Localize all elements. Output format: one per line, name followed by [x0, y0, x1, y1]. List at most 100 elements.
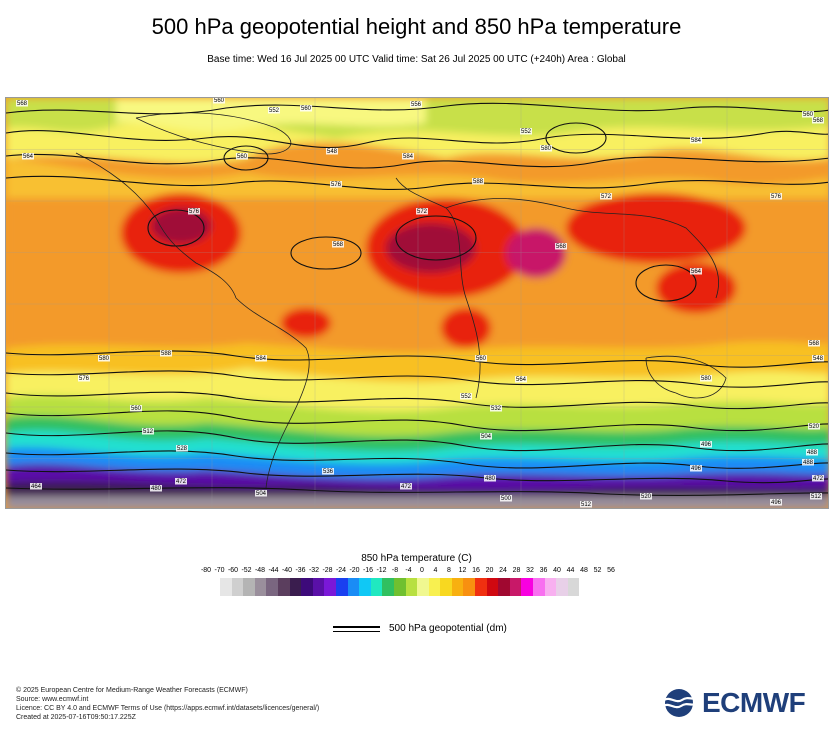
contour-label: 520 [809, 424, 820, 430]
contour-label: 500 [501, 496, 512, 502]
contour-label: 496 [691, 466, 702, 472]
contour-label-bg [580, 501, 592, 508]
contour-label-bg [802, 111, 814, 118]
contour-label: 512 [143, 429, 154, 435]
contour-label-bg [515, 376, 527, 383]
colorbar-swatch [220, 578, 232, 596]
contour-label-bg [268, 107, 280, 114]
contour-label-bg [22, 153, 34, 160]
created-line: Created at 2025-07-16T09:50:17.225Z [16, 714, 136, 721]
contour-label: 576 [189, 209, 200, 215]
contour-label-bg [175, 478, 187, 485]
contour-label: 560 [803, 112, 814, 118]
contour-label: 512 [811, 494, 822, 500]
contour-label-bg [490, 405, 502, 412]
contour-label-bg [160, 350, 172, 357]
contour-label: 588 [473, 179, 484, 185]
colorbar-swatch [370, 578, 383, 596]
colorbar-tick-label: -70 [214, 567, 225, 574]
contour-label: 576 [331, 182, 342, 188]
colorbar-swatch [428, 578, 441, 596]
colorbar-swatch [312, 578, 325, 596]
weather-map[interactable]: 568 560 552 560 556 560 548 552 568 560 564 576 584 5… [5, 97, 829, 509]
contour-label-bg [700, 441, 712, 448]
contour-label-bg [142, 428, 154, 435]
contour-label: 464 [31, 484, 42, 490]
colorbar-tick-label: 28 [512, 567, 521, 574]
colorbar-swatch [463, 578, 476, 596]
colorbar-swatch [301, 578, 313, 596]
contour-label: 584 [691, 138, 702, 144]
colorbar-swatch [347, 578, 360, 596]
colorbar-tick-label: 48 [580, 567, 588, 574]
contour-label: 576 [771, 194, 782, 200]
contour-label-bg [500, 495, 512, 502]
contour-label-bg [98, 355, 110, 362]
colorbar-tick-label: 56 [607, 567, 615, 574]
contour-label: 572 [601, 194, 612, 200]
licence-line: Licence: CC BY 4.0 and ECMWF Terms of Us… [16, 705, 320, 712]
colorbar-swatch [440, 578, 452, 596]
contour-label: 580 [701, 376, 712, 382]
colorbar-tick-label: 8 [447, 567, 451, 574]
temperature-field [6, 98, 828, 508]
contour-label: 520 [641, 494, 652, 500]
contour-label: 584 [256, 356, 267, 362]
contour-label: 560 [237, 154, 248, 160]
contour-label: 512 [581, 502, 592, 508]
contour-label-bg [690, 137, 702, 144]
colorbar-tick-label: 32 [526, 567, 534, 574]
contour-label: 472 [401, 484, 412, 490]
colorbar-tick-label: 44 [566, 567, 575, 574]
contour-label-bg [640, 493, 652, 500]
contour-label: 564 [516, 377, 527, 383]
colorbar-swatch [486, 578, 499, 596]
colorbar-tick-label: -40 [281, 567, 293, 574]
contour-label-bg [475, 355, 487, 362]
footer: © 2025 European Centre for Medium-Range … [16, 686, 319, 722]
contour-label-bg [78, 375, 90, 382]
chart-subtitle: Base time: Wed 16 Jul 2025 00 UTC Valid … [207, 54, 626, 65]
colorbar-swatch [231, 578, 244, 596]
colorbar-swatch [567, 578, 580, 596]
contour-label-bg [480, 433, 492, 440]
colorbar-tick-label: -48 [254, 567, 266, 574]
ecmwf-logo[interactable]: ECMWF [660, 687, 820, 720]
colorbar-tick-label: -32 [308, 567, 320, 574]
contour-label-bg [188, 208, 200, 215]
colorbar-tick-label: -16 [362, 567, 374, 574]
contour-label: 560 [301, 106, 312, 112]
contour-label-bg [555, 243, 567, 250]
colorbar-swatch [475, 578, 487, 596]
colorbar-swatch [533, 578, 545, 596]
contour-label: 532 [491, 406, 502, 412]
contour-label: 568 [809, 341, 820, 347]
colorbar-tick-label: -44 [268, 567, 279, 574]
contour-label-bg [255, 490, 267, 497]
contour-label-bg [300, 105, 312, 112]
contour-label-bg [236, 153, 248, 160]
colorbar-tick-label: -4 [405, 567, 412, 574]
colorbar-tick-label: -12 [376, 567, 387, 574]
colorbar-swatch [254, 578, 267, 596]
contour-label: 584 [403, 154, 414, 160]
colorbar-swatch [324, 578, 336, 596]
contour-label-bg [802, 459, 814, 466]
colorbar-tick-label: 16 [472, 567, 480, 574]
contour-label-bg [540, 145, 552, 152]
colorbar-tick-label: 36 [539, 567, 548, 574]
contour-label: 576 [79, 376, 90, 382]
contour-label: 552 [269, 108, 280, 114]
contour-label: 504 [481, 434, 492, 440]
contour-label: 552 [461, 394, 472, 400]
colorbar-swatch [382, 578, 394, 596]
contour-label-bg [332, 241, 344, 248]
contour-label: 580 [541, 146, 552, 152]
contour-label-bg [330, 181, 342, 188]
contour-label-bg [520, 128, 532, 135]
contour-label-bg [770, 499, 782, 506]
colorbar-tick-label: 4 [433, 567, 438, 574]
contour-label-bg [255, 355, 267, 362]
contour-label-bg [770, 193, 782, 200]
contour-label: 472 [176, 479, 187, 485]
